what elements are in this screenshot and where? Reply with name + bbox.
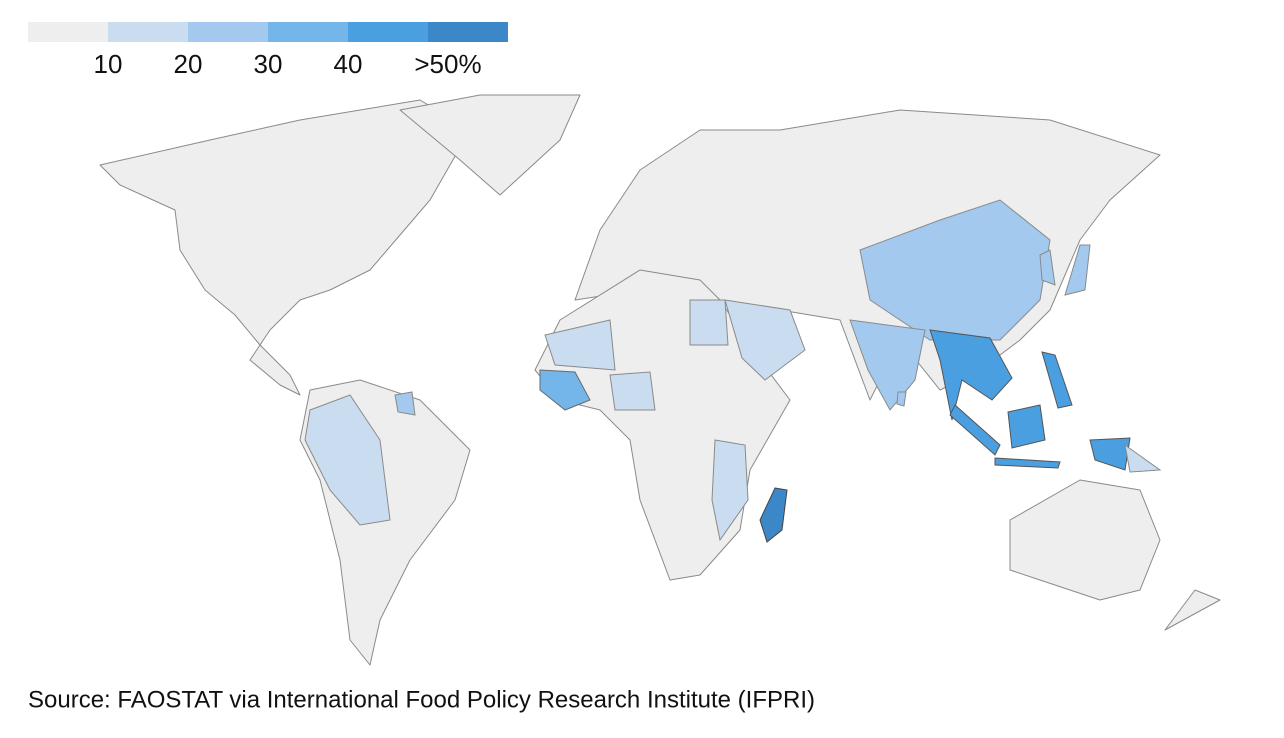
- source: Source: FAOSTAT via International Food P…: [28, 686, 815, 713]
- china: [859, 199, 1051, 341]
- legend-swatch: [28, 22, 108, 42]
- legend-swatch: [428, 22, 508, 42]
- west-africa: [539, 369, 591, 411]
- legend-label: >50%: [414, 49, 481, 79]
- arabia: [724, 299, 806, 381]
- southeast-asia: [929, 329, 1013, 421]
- new-zealand: [1164, 589, 1221, 631]
- world-map: [99, 94, 1221, 666]
- legend-label: 30: [254, 49, 283, 79]
- egypt: [689, 299, 729, 346]
- nigeria: [609, 371, 656, 411]
- greenland: [399, 94, 581, 196]
- north-america: [99, 99, 471, 396]
- new-guinea: [1089, 437, 1131, 471]
- sri-lanka: [896, 391, 907, 407]
- australia: [1009, 479, 1161, 601]
- legend-label: 10: [94, 49, 123, 79]
- east-africa: [711, 439, 749, 542]
- madagascar: [759, 487, 788, 543]
- philippines: [1041, 351, 1073, 409]
- legend-swatch: [188, 22, 268, 42]
- sahel: [544, 319, 616, 371]
- borneo: [1007, 404, 1046, 449]
- java: [994, 457, 1061, 469]
- guyana: [394, 391, 416, 416]
- sumatra: [949, 404, 1001, 456]
- south-america-west: [304, 394, 391, 526]
- legend-swatch: [348, 22, 428, 42]
- legend: 10 20 30 40 >50%: [28, 22, 508, 79]
- papua: [1124, 443, 1162, 473]
- legend-swatch: [108, 22, 188, 42]
- legend-label: 20: [174, 49, 203, 79]
- legend-label: 40: [334, 49, 363, 79]
- legend-swatch: [268, 22, 348, 42]
- korea-japan: [1039, 244, 1091, 296]
